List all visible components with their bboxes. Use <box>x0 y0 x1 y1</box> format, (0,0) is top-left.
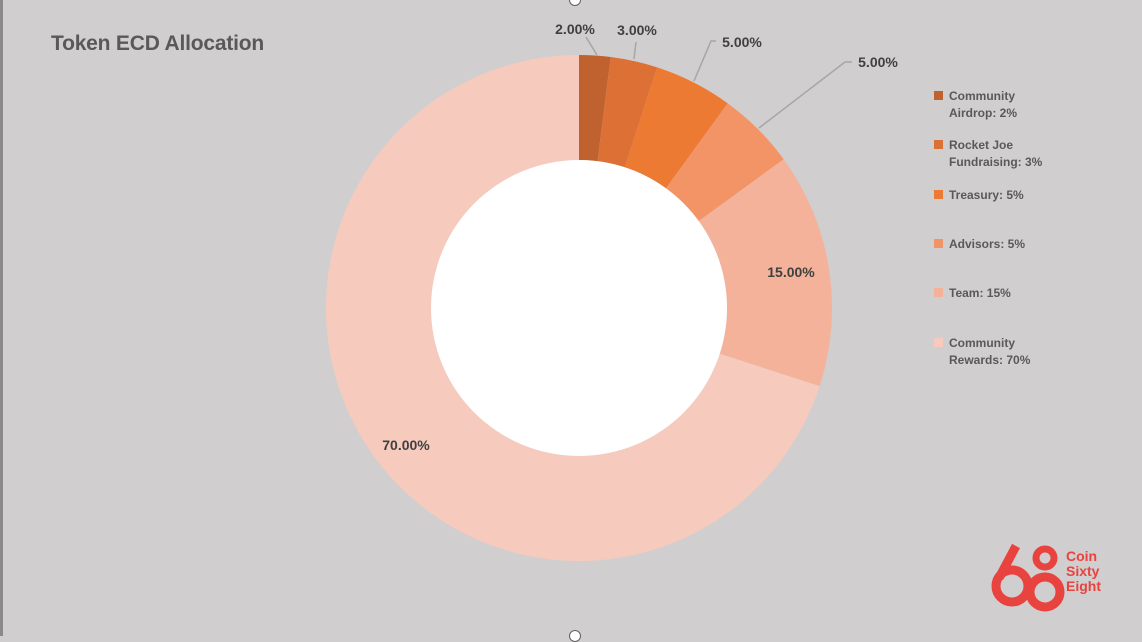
legend-label: Treasury: 5% <box>949 188 1024 202</box>
data-label: 5.00% <box>722 34 762 50</box>
legend-swatch <box>934 140 943 149</box>
legend-swatch <box>934 338 943 347</box>
slice-team[interactable] <box>698 159 832 387</box>
leader-line <box>693 40 716 82</box>
slice-community-airdrop[interactable] <box>579 55 611 162</box>
legend-item-team[interactable]: Team: 15% <box>934 285 1011 302</box>
legend-label: Rocket Joe Fundraising: 3% <box>949 138 1043 169</box>
donut-hole <box>431 160 727 456</box>
data-labels: 2.00% 3.00% 5.00% 5.00% 15.00% 70.00% <box>382 21 898 453</box>
legend-item-rocket-joe-fundraising[interactable]: Rocket Joe Fundraising: 3% <box>934 137 1042 171</box>
data-label: 70.00% <box>382 437 430 453</box>
legend-swatch <box>934 288 943 297</box>
chart-title: Token ECD Allocation <box>51 32 265 55</box>
legend-swatch <box>934 190 943 199</box>
legend-label: Team: 15% <box>949 286 1011 300</box>
leader-line <box>633 41 637 60</box>
slice-rocket-joe-fundraising[interactable] <box>597 56 658 168</box>
data-label: 5.00% <box>858 54 898 70</box>
legend-label: Advisors: 5% <box>949 237 1026 251</box>
slice-advisors[interactable] <box>665 103 784 222</box>
donut-slices <box>326 55 832 561</box>
legend-item-advisors[interactable]: Advisors: 5% <box>934 236 1025 253</box>
coin-sixty-eight-logo-icon <box>991 543 1065 612</box>
frame-border <box>0 0 3 636</box>
legend-label: Community Airdrop: 2% <box>949 89 1018 120</box>
logo-wordmark: Coin Sixty Eight <box>1066 548 1101 594</box>
slice-community-rewards[interactable] <box>326 55 820 561</box>
legend-item-community-airdrop[interactable]: Community Airdrop: 2% <box>934 88 1017 122</box>
leader-lines <box>585 36 852 129</box>
legend-item-treasury[interactable]: Treasury: 5% <box>934 187 1024 204</box>
legend-swatch <box>934 239 943 248</box>
legend-label: Community Rewards: 70% <box>949 336 1031 367</box>
legend-item-community-rewards[interactable]: Community Rewards: 70% <box>934 335 1030 369</box>
data-label: 15.00% <box>767 264 815 280</box>
leader-line <box>758 61 852 129</box>
leader-line <box>585 36 598 56</box>
slice-treasury[interactable] <box>624 67 728 189</box>
data-label: 3.00% <box>617 22 657 38</box>
legend-swatch <box>934 91 943 100</box>
data-label: 2.00% <box>555 21 595 37</box>
